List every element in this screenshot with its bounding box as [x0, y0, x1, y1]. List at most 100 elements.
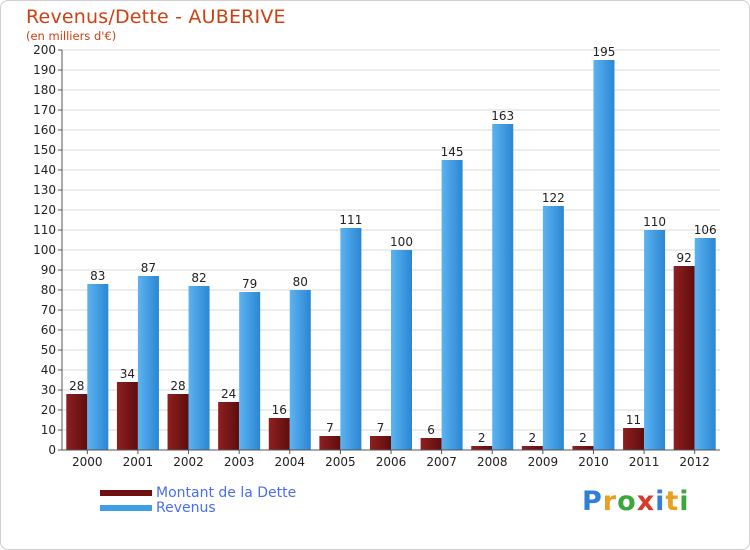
bar-revenus [239, 292, 261, 450]
logo-letter: r [602, 486, 618, 517]
y-tick-label: 130 [33, 183, 56, 197]
x-tick-label: 2001 [123, 455, 154, 469]
y-tick-label: 150 [33, 143, 56, 157]
bar-dette [218, 402, 240, 450]
legend: Montant de la Dette Revenus [100, 485, 360, 516]
data-label-dette: 28 [170, 379, 185, 393]
legend-label-dette: Montant de la Dette [156, 485, 297, 501]
logo-letter: P [582, 486, 603, 517]
data-label-dette: 2 [478, 431, 486, 445]
y-tick-label: 160 [33, 123, 56, 137]
axes: 0 10 20 30 40 50 60 70 80 90 100 110 120 130 140 150 160… [33, 43, 720, 469]
data-label-dette: 2 [579, 431, 587, 445]
bar-revenus [289, 290, 311, 450]
x-tick-label: 2000 [72, 455, 103, 469]
data-label-dette: 7 [326, 421, 334, 435]
y-tick-label: 10 [41, 423, 56, 437]
data-label-dette: 24 [221, 387, 236, 401]
x-tick-label: 2012 [679, 455, 710, 469]
y-tick-label: 110 [33, 223, 56, 237]
data-label-revenus: 145 [441, 145, 464, 159]
data-label-revenus: 87 [141, 261, 156, 275]
x-tick-label: 2007 [426, 455, 457, 469]
data-label-revenus: 122 [542, 191, 565, 205]
data-label-revenus: 163 [491, 109, 514, 123]
logo-letter: i [655, 486, 666, 517]
y-tick-label: 100 [33, 243, 56, 257]
data-label-revenus: 100 [390, 235, 413, 249]
y-tick-label: 120 [33, 203, 56, 217]
bar-dette [623, 428, 645, 450]
y-tick-label: 180 [33, 83, 56, 97]
bar-revenus [694, 238, 716, 450]
bar-revenus [593, 60, 615, 450]
bar-dette [471, 446, 493, 450]
x-tick-label: 2004 [274, 455, 305, 469]
bar-revenus [492, 124, 514, 450]
y-tick-label: 140 [33, 163, 56, 177]
x-tick-label: 2011 [629, 455, 660, 469]
data-label-dette: 16 [272, 403, 287, 417]
bar-dette [66, 394, 88, 450]
y-tick-label: 0 [48, 443, 56, 457]
bar-dette [521, 446, 543, 450]
bar-dette [370, 436, 391, 450]
data-label-revenus: 82 [191, 271, 206, 285]
bar-dette [420, 438, 442, 450]
data-label-dette: 34 [120, 367, 135, 381]
bar-dette [167, 394, 189, 450]
legend-swatch-revenus [100, 505, 152, 511]
y-tick-label: 200 [33, 43, 56, 57]
bar-revenus [441, 160, 463, 450]
proxiti-logo: Proxiti [582, 486, 690, 517]
x-tick-label: 2009 [528, 455, 559, 469]
data-label-revenus: 106 [694, 223, 717, 237]
data-label-dette: 2 [529, 431, 537, 445]
legend-item-revenus: Revenus [100, 500, 360, 516]
chart-title: Revenus/Dette - AUBERIVE [26, 6, 286, 28]
bar-revenus [340, 228, 362, 450]
y-tick-label: 30 [41, 383, 56, 397]
y-tick-label: 90 [41, 263, 56, 277]
y-tick-label: 190 [33, 63, 56, 77]
bar-revenus [391, 250, 412, 450]
data-label-revenus: 111 [339, 213, 362, 227]
logo-letter: i [679, 486, 690, 517]
y-tick-label: 20 [41, 403, 56, 417]
x-tick-label: 2010 [578, 455, 609, 469]
chart-subtitle: (en milliers d'€) [26, 29, 117, 43]
data-label-revenus: 79 [242, 277, 257, 291]
legend-item-dette: Montant de la Dette [100, 485, 360, 501]
y-tick-label: 70 [41, 303, 56, 317]
bar-dette [319, 436, 341, 450]
x-tick-label: 2006 [376, 455, 407, 469]
bar-dette [116, 382, 138, 450]
y-tick-label: 50 [41, 343, 56, 357]
data-label-dette: 92 [677, 251, 692, 265]
data-label-dette: 28 [69, 379, 84, 393]
bar-revenus [644, 230, 666, 450]
data-label-dette: 7 [377, 421, 385, 435]
logo-letter: x [636, 486, 656, 517]
data-label-revenus: 80 [293, 275, 308, 289]
y-tick-label: 170 [33, 103, 56, 117]
y-tick-label: 80 [41, 283, 56, 297]
bar-revenus [137, 276, 159, 450]
x-tick-label: 2005 [325, 455, 356, 469]
legend-swatch-dette [100, 490, 152, 496]
data-labels: 28 83 34 87 28 82 24 79 16 80 7 111 7 100 6 145 2 163 2 122… [69, 45, 716, 445]
x-tick-label: 2008 [477, 455, 508, 469]
bar-dette [572, 446, 594, 450]
bar-revenus [87, 284, 109, 450]
bars [66, 60, 716, 450]
data-label-revenus: 83 [90, 269, 105, 283]
y-tick-label: 40 [41, 363, 56, 377]
legend-label-revenus: Revenus [156, 500, 216, 516]
data-label-revenus: 195 [593, 45, 616, 59]
data-label-dette: 11 [626, 413, 641, 427]
bar-revenus [188, 286, 210, 450]
logo-letter: o [617, 486, 637, 517]
bar-dette [673, 266, 695, 450]
